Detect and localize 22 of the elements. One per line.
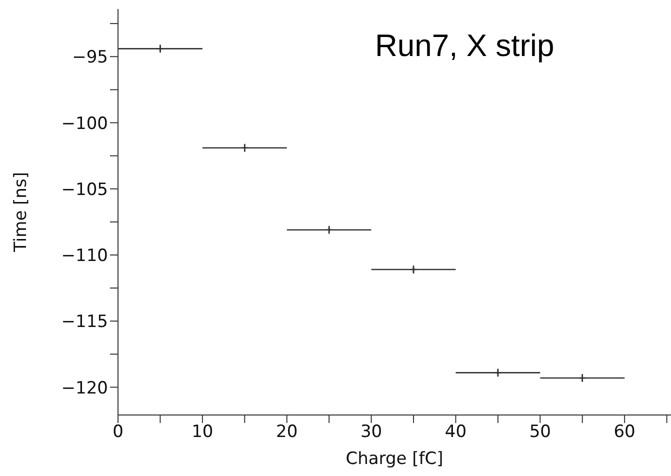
y-tick-label: −120 (61, 378, 108, 398)
x-tick-label: 40 (444, 422, 467, 442)
point (240, 144, 248, 152)
y-tick-label: −105 (61, 180, 108, 200)
x-tick-label: 20 (276, 422, 298, 442)
y-axis-title: Time [ns] (11, 172, 32, 253)
point (494, 369, 502, 376)
y-tick-label: −110 (61, 246, 108, 266)
point (578, 374, 586, 382)
x-tick-label: 0 (112, 422, 124, 442)
y-tick-label: −100 (61, 114, 108, 134)
y-tick-label: −95 (72, 48, 108, 68)
point (156, 45, 164, 52)
point (410, 266, 418, 274)
annotation: Run7, X strip (375, 28, 554, 64)
x-tick-label: 50 (529, 422, 551, 442)
x-axis-title: Charge [fC] (346, 449, 444, 469)
y-tick-label: −115 (61, 312, 108, 332)
x-tick-label: 10 (192, 422, 214, 442)
point (325, 226, 333, 234)
x-tick-label: 60 (614, 422, 636, 442)
x-tick-label: 30 (360, 422, 382, 442)
